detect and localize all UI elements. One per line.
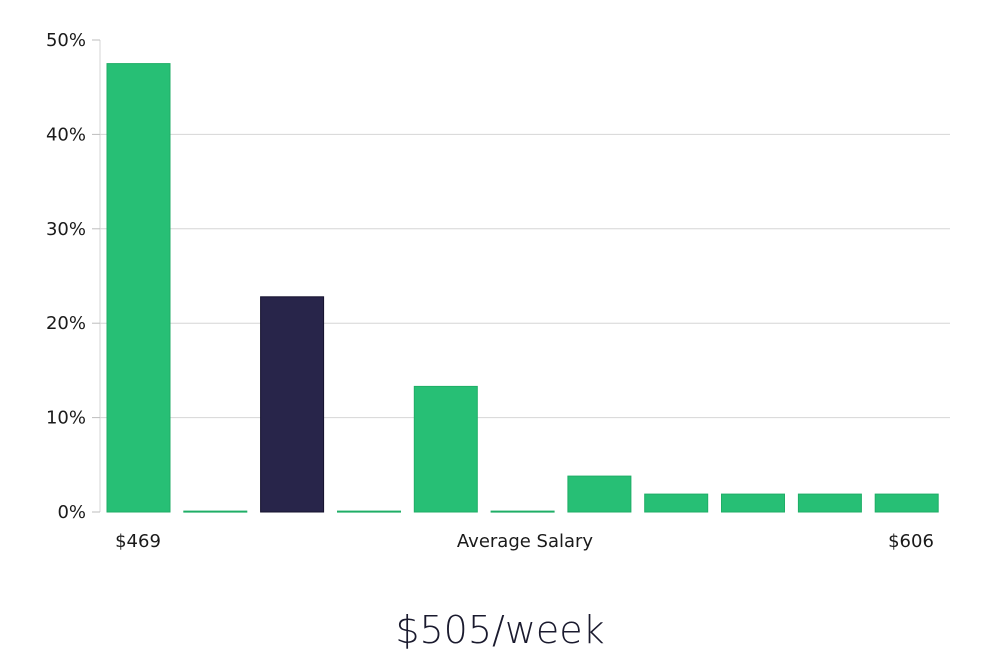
salary-histogram: 0% 10% 20% 30% 40% 50% $469 Average Salary $6… xyxy=(46,30,950,552)
y-tick-label: 0% xyxy=(57,502,86,523)
y-tick-label: 40% xyxy=(46,124,86,145)
x-max-label: $606 xyxy=(888,531,934,552)
bar xyxy=(567,475,632,513)
bar xyxy=(413,385,478,513)
y-tick-label: 10% xyxy=(46,408,86,429)
bar xyxy=(874,493,939,513)
bar xyxy=(797,493,862,513)
y-tick-label: 20% xyxy=(46,313,86,334)
bars xyxy=(106,63,939,513)
x-axis-title: Average Salary xyxy=(457,531,594,552)
x-min-label: $469 xyxy=(115,531,161,552)
bar xyxy=(721,493,785,513)
y-axis-ticks: 0% 10% 20% 30% 40% 50% xyxy=(46,30,100,523)
average-salary-headline: $505/week xyxy=(395,608,605,652)
y-tick-label: 30% xyxy=(46,219,86,240)
bar xyxy=(106,63,171,513)
bar xyxy=(490,510,555,513)
y-tick-label: 50% xyxy=(46,30,86,51)
bar xyxy=(183,510,248,513)
bar-highlighted xyxy=(260,296,325,513)
bar xyxy=(337,510,401,513)
gridlines xyxy=(100,133,950,419)
bar xyxy=(644,493,709,513)
